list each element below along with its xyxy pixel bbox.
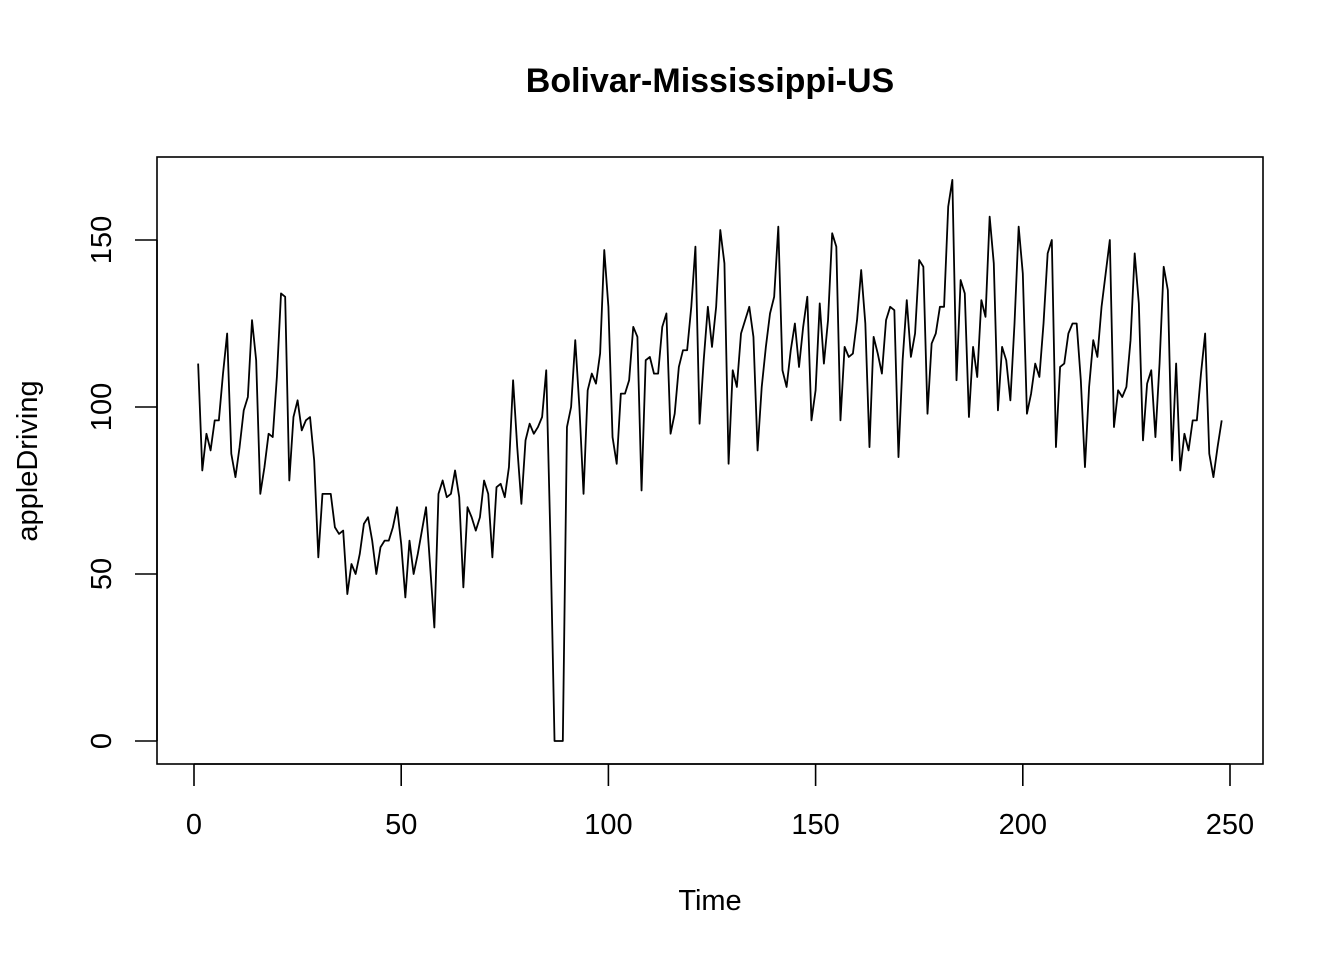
x-tick-label: 250 [1206,809,1254,841]
y-axis: 0 50 100 150 [86,216,158,749]
y-tick-label: 100 [86,383,118,431]
y-tick-label: 50 [86,558,118,590]
y-axis-label: appleDriving [12,380,44,541]
x-tick-label: 0 [186,809,202,841]
x-axis: 0 50 100 150 200 250 [186,763,1254,841]
series-line [197,178,1223,742]
x-tick-label: 200 [999,809,1047,841]
x-tick-label: 50 [385,809,417,841]
x-axis-label: Time [678,885,741,917]
y-tick-label: 0 [86,733,118,749]
chart-title: Bolivar-Mississippi-US [526,62,894,100]
x-tick-label: 150 [791,809,839,841]
x-tick-label: 100 [584,809,632,841]
y-tick-label: 150 [86,216,118,264]
